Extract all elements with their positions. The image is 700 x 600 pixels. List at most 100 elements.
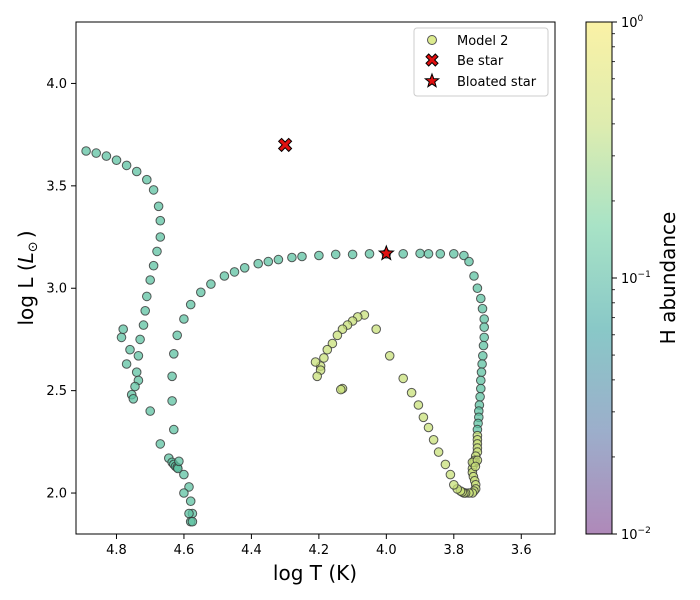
- scatter-point: [116, 332, 127, 343]
- legend-be-star-label: Be star: [457, 54, 504, 69]
- legend: Model 2 Be star Bloated star: [413, 27, 549, 97]
- x-tick-label: 4.8: [106, 543, 127, 558]
- legend-be-star-marker: [425, 53, 439, 67]
- special-markers: [277, 137, 395, 261]
- scatter-point: [121, 160, 132, 171]
- x-axis-ticks: 4.8 4.6 4.4 4.2 4.0 3.8 3.6: [106, 534, 532, 558]
- scatter-point: [478, 351, 488, 361]
- scatter-point: [111, 155, 122, 165]
- scatter-point: [179, 314, 189, 324]
- scatter-point: [469, 271, 479, 281]
- scatter-point: [449, 249, 459, 259]
- scatter-point: [179, 488, 189, 498]
- scatter-point: [476, 367, 487, 378]
- legend-be-star-x: [425, 53, 439, 67]
- scatter-point: [196, 287, 206, 298]
- scatter-point: [470, 461, 481, 472]
- scatter-point: [172, 330, 182, 341]
- scatter-point: [384, 351, 395, 361]
- scatter-point: [413, 400, 424, 410]
- scatter-point: [314, 250, 324, 261]
- scatter-point: [364, 249, 375, 259]
- colorbar-tick-label: 10−2: [621, 526, 651, 543]
- scatter-point: [253, 258, 264, 269]
- scatter-point: [428, 435, 439, 445]
- scatter-point: [206, 279, 216, 289]
- scatter-point: [125, 344, 135, 355]
- scatter-point: [167, 396, 177, 406]
- scatter-point: [133, 351, 144, 361]
- scatter-point: [91, 148, 101, 158]
- scatter-point: [479, 314, 490, 324]
- scatter-point: [187, 516, 198, 527]
- scatter-point: [153, 201, 164, 212]
- scatter-point: [479, 322, 490, 333]
- colorbar-tick-label: 10−1: [621, 270, 651, 287]
- bloated-star-marker: [377, 244, 395, 261]
- scatter-point: [142, 174, 152, 185]
- scatter-point: [145, 406, 155, 416]
- scatter-point: [347, 249, 358, 260]
- scatter-point: [418, 412, 429, 423]
- scatter-point: [121, 359, 132, 369]
- scatter-point: [449, 480, 459, 490]
- scatter-point: [297, 251, 307, 262]
- scatter-point: [155, 439, 166, 449]
- scatter-point: [476, 375, 486, 386]
- scatter-point: [148, 185, 159, 195]
- scatter-point: [327, 338, 338, 349]
- colorbar-tick-base: 10: [621, 272, 638, 287]
- scatter-point: [477, 359, 487, 369]
- scatter-points: [81, 146, 490, 527]
- colorbar-tick-exp: −2: [638, 526, 651, 536]
- y-tick-label: 3.5: [46, 179, 67, 194]
- x-tick-label: 4.4: [241, 543, 262, 558]
- scatter-point: [319, 353, 329, 363]
- legend-model2-marker: [427, 35, 437, 45]
- scatter-point: [312, 371, 323, 382]
- x-tick-label: 3.6: [511, 543, 532, 558]
- scatter-point: [155, 215, 166, 226]
- y-axis-title: log L (L⊙): [14, 230, 41, 325]
- scatter-point: [336, 384, 346, 395]
- scatter-point: [184, 482, 194, 492]
- scatter-point: [478, 340, 489, 351]
- scatter-point: [167, 371, 177, 382]
- scatter-point: [148, 260, 159, 271]
- scatter-point: [310, 357, 321, 367]
- x-tick-label: 3.8: [443, 543, 464, 558]
- y-tick-label: 2.0: [46, 487, 67, 502]
- x-axis-title: log T (K): [273, 561, 357, 585]
- scatter-point: [423, 422, 434, 433]
- scatter-point: [185, 299, 196, 310]
- scatter-point: [128, 394, 139, 404]
- scatter-point: [138, 320, 149, 330]
- y-axis-ticks: 2.0 2.5 3.0 3.5 4.0: [46, 77, 76, 502]
- scatter-point: [101, 151, 112, 161]
- scatter-point: [263, 256, 274, 267]
- scatter-point: [219, 271, 230, 281]
- scatter-point: [135, 334, 145, 345]
- scatter-point: [398, 373, 409, 384]
- scatter-point: [476, 383, 486, 394]
- scatter-point: [476, 293, 486, 304]
- legend-bloated-star-shape: [423, 72, 441, 88]
- scatter-point: [337, 324, 348, 335]
- scatter-point: [239, 263, 250, 273]
- legend-bloated-star-label: Bloated star: [457, 75, 537, 90]
- scatter-point: [155, 232, 166, 242]
- colorbar-tick-exp: 0: [638, 14, 644, 24]
- y-axis-title-symbol: L: [14, 252, 38, 263]
- scatter-point: [464, 256, 474, 267]
- legend-model2-label: Model 2: [457, 34, 508, 49]
- y-tick-label: 4.0: [46, 77, 67, 92]
- colorbar-tick-label: 100: [621, 14, 644, 31]
- scatter-point: [229, 267, 240, 277]
- scatter-point: [287, 252, 297, 263]
- scatter-point: [398, 249, 409, 259]
- x-tick-label: 4.2: [309, 543, 330, 558]
- x-tick-label: 4.0: [376, 543, 397, 558]
- scatter-point: [273, 254, 284, 265]
- scatter-point: [406, 387, 417, 398]
